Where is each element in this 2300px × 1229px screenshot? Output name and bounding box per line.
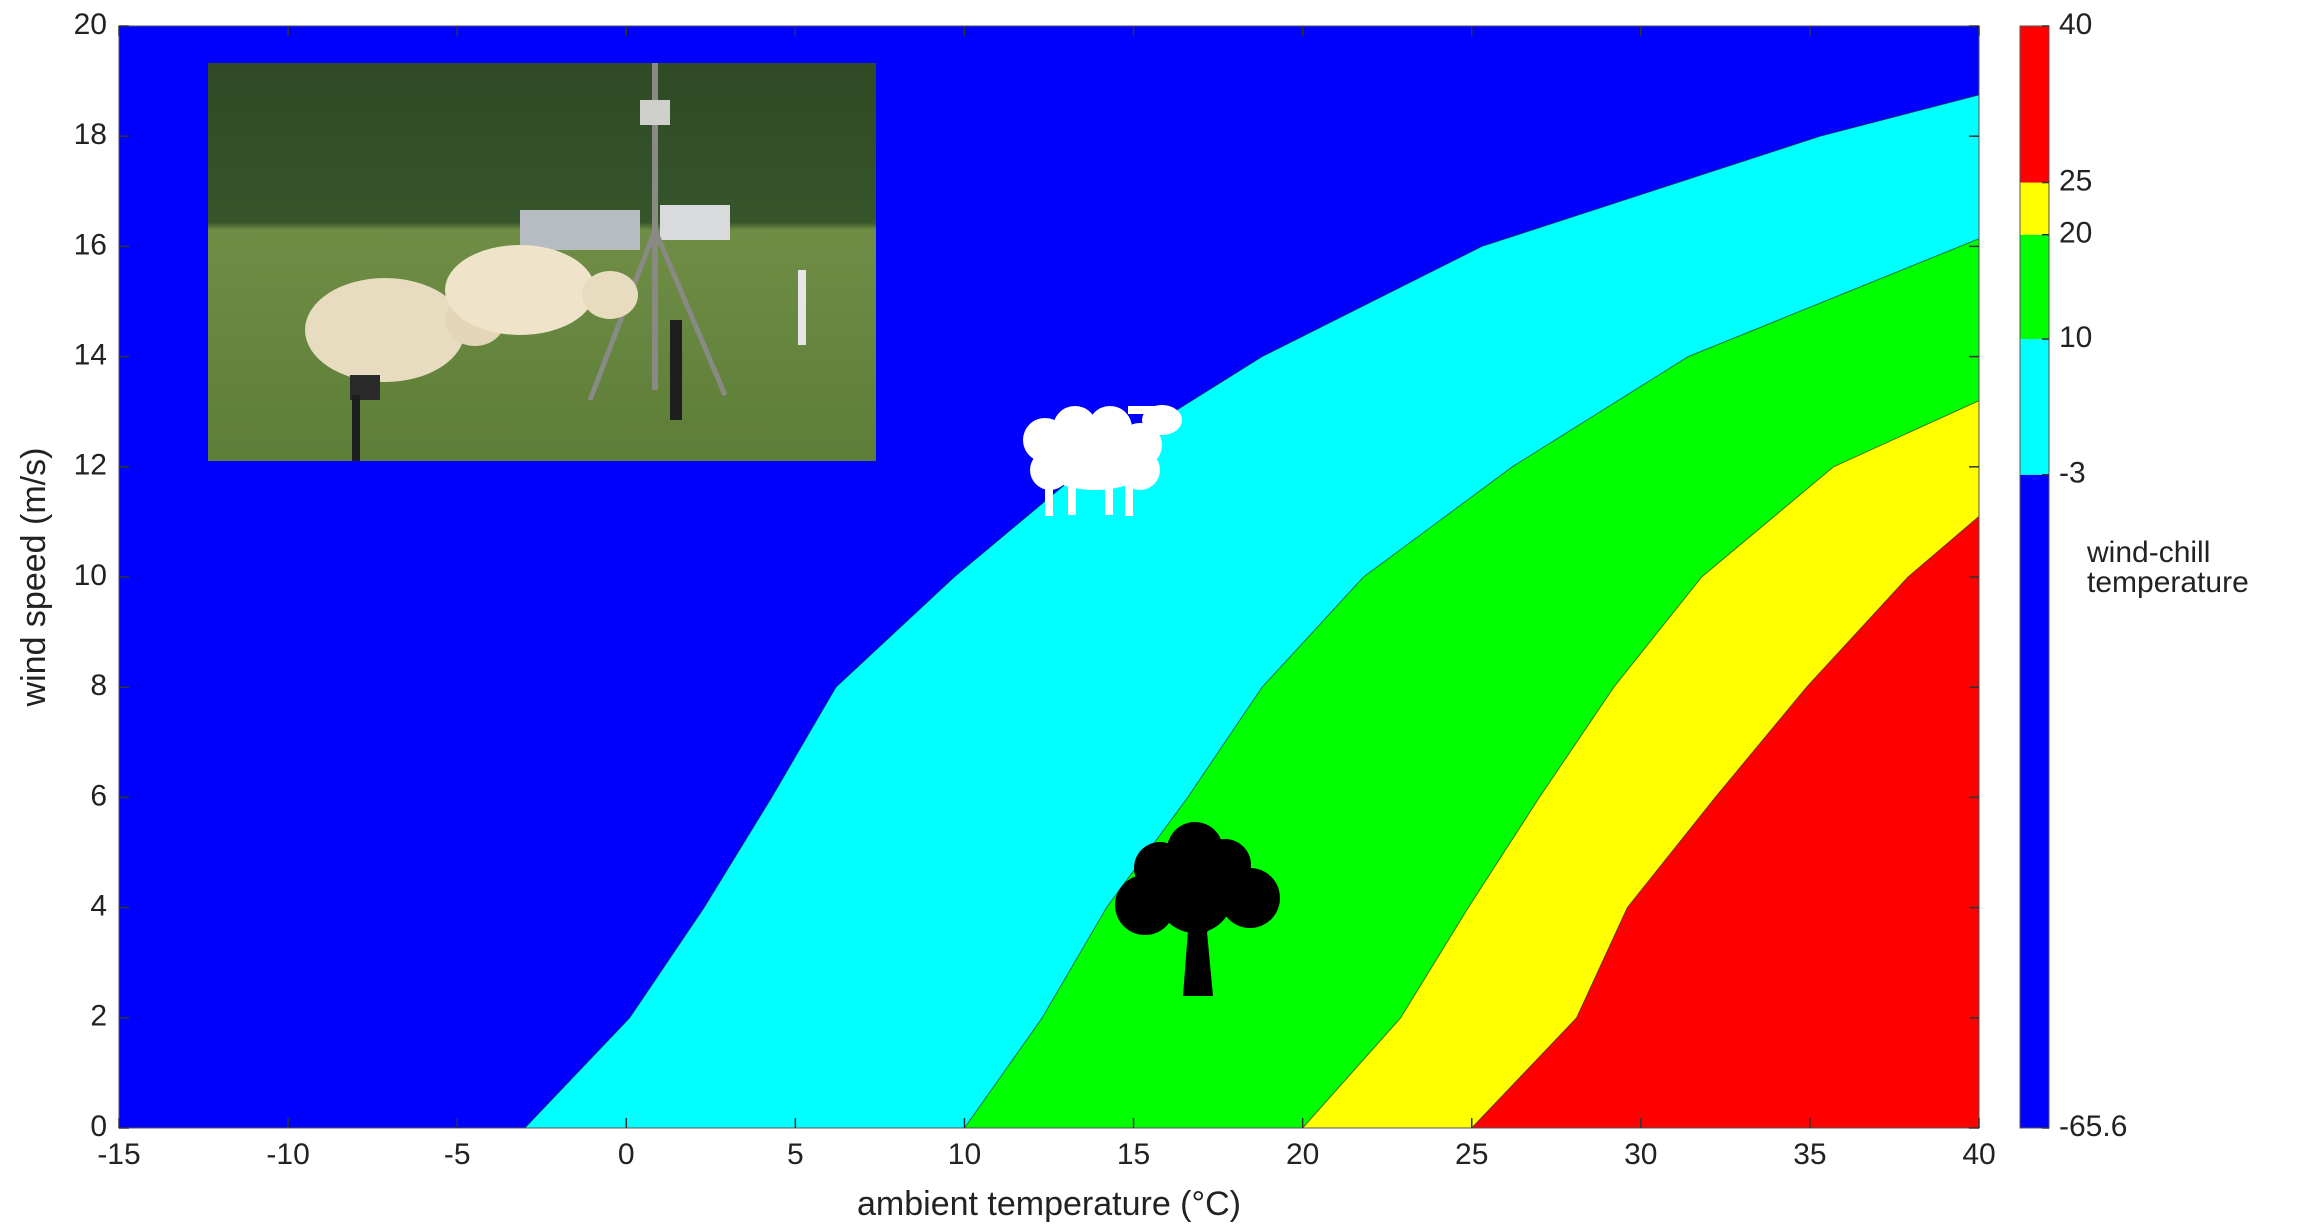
y-tick-label: 6 <box>90 779 107 812</box>
x-tick-label: -10 <box>266 1138 309 1171</box>
y-tick-label: 2 <box>90 1000 107 1033</box>
page-body: -15-10-505101520253035400246810121416182… <box>0 0 2300 1229</box>
colorbar-band <box>2020 26 2049 183</box>
x-tick-label: 35 <box>1793 1138 1826 1171</box>
y-axis-label: wind speed (m/s) <box>15 448 53 708</box>
x-tick-label: 10 <box>948 1138 981 1171</box>
colorbar-tick-label: 25 <box>2059 164 2092 197</box>
y-tick-label: 4 <box>90 890 107 923</box>
page: {"chart_data": { "type": "contour", "xla… <box>0 0 2300 1229</box>
x-tick-label: 0 <box>618 1138 635 1171</box>
x-tick-label: 30 <box>1624 1138 1657 1171</box>
x-axis-label: ambient temperature (°C) <box>857 1185 1241 1223</box>
y-tick-label: 20 <box>74 8 107 41</box>
colorbar-label: wind-chill temperature <box>2087 538 2287 598</box>
chart: -15-10-505101520253035400246810121416182… <box>0 0 2300 1229</box>
y-tick-label: 10 <box>74 559 107 592</box>
y-tick-label: 0 <box>90 1110 107 1143</box>
x-tick-label: -5 <box>444 1138 471 1171</box>
colorbar-band <box>2020 475 2049 1128</box>
y-tick-label: 18 <box>74 118 107 151</box>
y-tick-label: 14 <box>74 339 107 372</box>
colorbar-tick-label: 40 <box>2059 8 2092 41</box>
photo-inset <box>208 63 876 461</box>
y-tick-label: 12 <box>74 449 107 482</box>
colorbar-tick-label: -3 <box>2059 457 2086 490</box>
y-tick-label: 8 <box>90 669 107 702</box>
x-tick-label: 15 <box>1117 1138 1150 1171</box>
colorbar-tick-label: 20 <box>2059 217 2092 250</box>
x-tick-label: 5 <box>787 1138 804 1171</box>
colorbar-band <box>2020 183 2049 235</box>
colorbar-label-box: wind-chill temperature <box>2087 538 2297 628</box>
y-tick-label: 16 <box>74 228 107 261</box>
colorbar-band <box>2020 235 2049 339</box>
x-tick-label: 20 <box>1286 1138 1319 1171</box>
colorbar-tick-label: -65.6 <box>2059 1110 2127 1143</box>
x-tick-label: 25 <box>1455 1138 1488 1171</box>
colorbar-tick-label: 10 <box>2059 321 2092 354</box>
x-tick-label: 40 <box>1962 1138 1995 1171</box>
colorbar-band <box>2020 339 2049 475</box>
